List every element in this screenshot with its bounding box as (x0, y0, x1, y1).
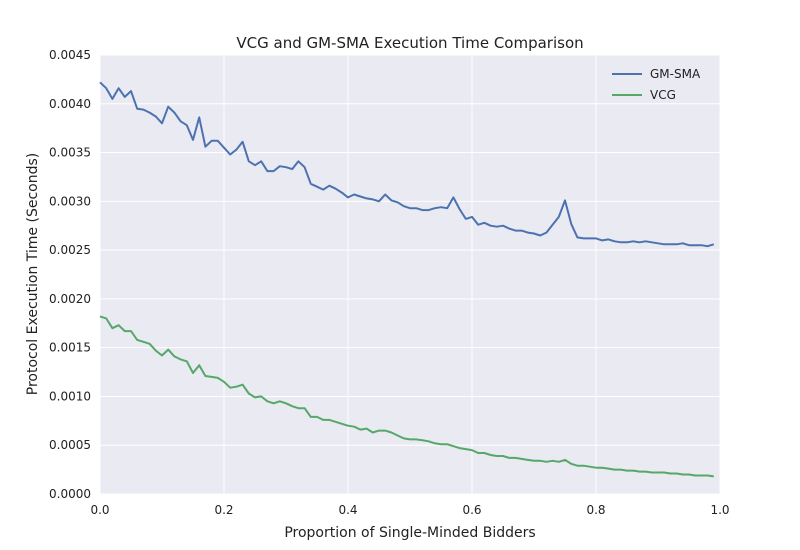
x-tick-label: 0.2 (214, 503, 233, 517)
plot-area (100, 55, 720, 494)
y-tick-label: 0.0015 (49, 341, 91, 355)
legend-label-gm-sma: GM-SMA (650, 67, 701, 81)
series-line-vcg (99, 315, 714, 478)
y-tick-label: 0.0005 (49, 438, 91, 452)
x-axis-label: Proportion of Single-Minded Bidders (284, 525, 535, 541)
y-tick-label: 0.0020 (49, 292, 91, 306)
x-tick-label: 0.0 (90, 503, 109, 517)
y-tick-label: 0.0045 (49, 48, 91, 62)
legend-label-vcg: VCG (650, 88, 676, 102)
chart-title: VCG and GM-SMA Execution Time Comparison (236, 34, 583, 52)
series-line-gm-sma (99, 81, 715, 248)
y-tick-label: 0.0040 (49, 97, 91, 111)
y-axis-label: Protocol Execution Time (Seconds) (25, 153, 41, 395)
grid-lines (99, 54, 721, 495)
y-tick-label: 0.0000 (49, 487, 91, 501)
y-tick-label: 0.0010 (49, 389, 91, 403)
legend: GM-SMA VCG (612, 67, 701, 102)
x-tick-labels: 0.0 0.2 0.4 0.6 0.8 1.0 (90, 503, 729, 517)
x-tick-label: 0.4 (338, 503, 357, 517)
x-tick-label: 1.0 (710, 503, 729, 517)
series-lines (99, 81, 715, 478)
x-tick-label: 0.8 (586, 503, 605, 517)
y-tick-label: 0.0030 (49, 194, 91, 208)
y-tick-label: 0.0035 (49, 146, 91, 160)
y-tick-label: 0.0025 (49, 243, 91, 257)
x-tick-label: 0.6 (462, 503, 481, 517)
y-tick-labels: 0.0000 0.0005 0.0010 0.0015 0.0020 0.0025 0.00… (49, 48, 91, 501)
